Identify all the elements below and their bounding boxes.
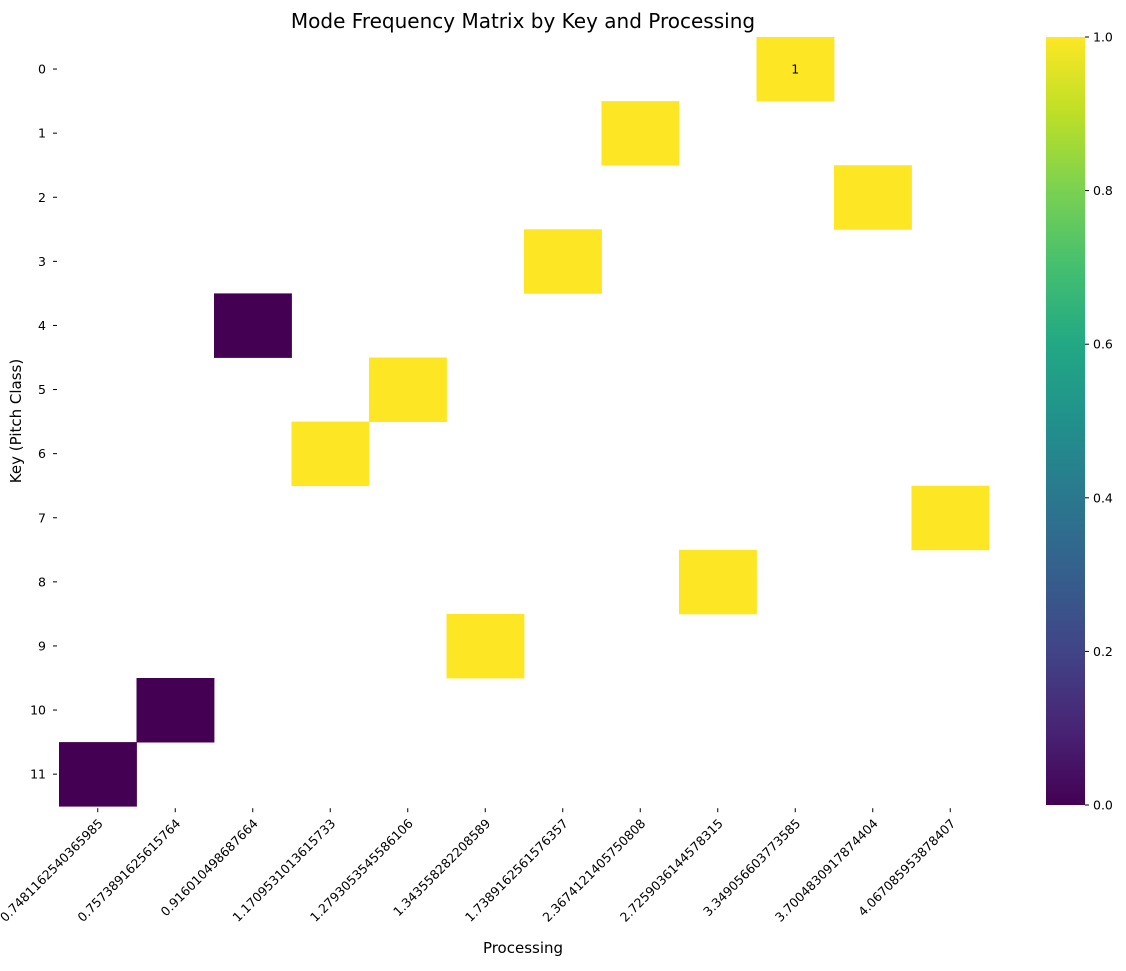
y-tick-label: 7 bbox=[38, 510, 46, 525]
colorbar-ticks: 0.0 0.2 0.4 0.6 0.8 1.0 bbox=[1085, 30, 1113, 813]
colorbar-tick-label: 1.0 bbox=[1093, 30, 1113, 45]
heatmap-cell bbox=[136, 678, 215, 743]
y-tick-label: 2 bbox=[38, 190, 46, 205]
y-tick-label: 9 bbox=[38, 638, 46, 653]
heatmap-cell bbox=[59, 742, 137, 807]
colorbar bbox=[1046, 37, 1085, 805]
heatmap-cell bbox=[911, 485, 990, 551]
y-tick-label: 8 bbox=[38, 574, 46, 589]
x-axis-label: Processing bbox=[483, 939, 563, 957]
heatmap-cell bbox=[601, 101, 680, 166]
x-axis-ticks: 0.748116254036598​50.757389162561576​40.… bbox=[0, 808, 958, 925]
cell-annotations: 1 bbox=[791, 62, 799, 77]
colorbar-tick-label: 0.8 bbox=[1093, 183, 1113, 198]
y-tick-label: 0 bbox=[38, 62, 46, 77]
heatmap-cell bbox=[446, 613, 525, 679]
chart-title: Mode Frequency Matrix by Key and Process… bbox=[291, 9, 755, 33]
heatmap-cell bbox=[834, 165, 912, 230]
colorbar-tick-label: 0.4 bbox=[1093, 490, 1113, 505]
y-tick-label: 4 bbox=[38, 318, 46, 333]
y-tick-label: 11 bbox=[30, 767, 46, 782]
y-tick-label: 1 bbox=[38, 126, 46, 141]
heatmap-cells bbox=[59, 37, 990, 807]
heatmap-cell bbox=[214, 293, 292, 358]
y-tick-label: 10 bbox=[30, 703, 46, 718]
heatmap-cell bbox=[291, 421, 370, 487]
colorbar-tick-label: 0.0 bbox=[1093, 798, 1113, 813]
y-tick-label: 3 bbox=[38, 254, 46, 269]
heatmap-cell bbox=[369, 357, 447, 422]
y-tick-label: 5 bbox=[38, 382, 46, 397]
y-axis-label: Key (Pitch Class) bbox=[7, 359, 25, 483]
heatmap-cell bbox=[756, 37, 835, 102]
colorbar-tick-label: 0.6 bbox=[1093, 337, 1113, 352]
heatmap-cell bbox=[679, 549, 757, 615]
colorbar-tick-label: 0.2 bbox=[1093, 644, 1113, 659]
heatmap-cell bbox=[524, 229, 602, 294]
cell-annotation: 1 bbox=[791, 62, 799, 77]
y-axis-ticks: 0 1 2 3 4 5 6 7 8 9 10 11 bbox=[30, 62, 57, 782]
y-tick-label: 6 bbox=[38, 446, 46, 461]
